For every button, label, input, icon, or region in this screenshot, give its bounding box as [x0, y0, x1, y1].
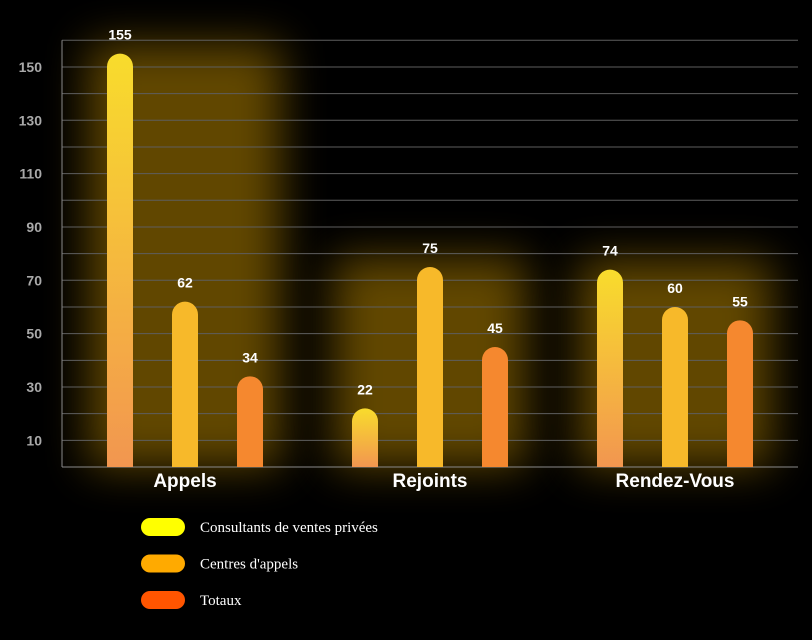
value-label: 155 — [108, 27, 132, 43]
value-label: 55 — [732, 293, 748, 309]
legend-label: Consultants de ventes privées — [200, 520, 378, 536]
value-label: 62 — [177, 275, 193, 291]
bar-appels-series-2 — [237, 376, 263, 467]
y-tick-label: 50 — [26, 326, 42, 342]
value-label: 22 — [357, 381, 373, 397]
legend: Consultants de ventes privées Centres d'a… — [141, 518, 378, 609]
y-tick-label: 130 — [19, 112, 43, 128]
y-tick-label: 30 — [26, 379, 42, 395]
legend-swatch — [141, 518, 185, 536]
legend-label: Totaux — [200, 593, 242, 609]
value-label: 34 — [242, 349, 258, 365]
y-tick-label: 10 — [26, 432, 42, 448]
bar-appels-series-1 — [172, 301, 198, 467]
bar-rendez-vous-series-1 — [662, 306, 688, 467]
bar-rejoints-series-1 — [417, 266, 443, 467]
value-label: 75 — [422, 240, 438, 256]
legend-label: Centres d'appels — [200, 557, 298, 573]
bar-rejoints-series-0 — [352, 408, 378, 467]
value-label: 60 — [667, 280, 683, 296]
y-tick-label: 150 — [19, 59, 43, 75]
y-tick-label: 70 — [26, 272, 42, 288]
category-label: Appels — [153, 471, 216, 492]
bar-rendez-vous-series-0 — [597, 269, 623, 467]
category-label: Rendez-Vous — [616, 471, 735, 492]
legend-swatch — [141, 554, 185, 573]
value-label: 74 — [602, 243, 618, 259]
bars — [107, 53, 753, 468]
bar-rendez-vous-series-2 — [727, 320, 753, 467]
y-tick-label: 110 — [19, 166, 42, 182]
bar-appels-series-0 — [107, 53, 133, 468]
y-tick-label: 90 — [26, 219, 42, 235]
bar-rejoints-series-2 — [482, 346, 508, 467]
legend-swatch — [141, 591, 185, 609]
value-label: 45 — [487, 320, 503, 336]
labels: 10 30 50 70 90 110 130 150 155 62 34 Appels 22 75 45 Re… — [19, 27, 748, 492]
category-label: Rejoints — [393, 471, 468, 492]
